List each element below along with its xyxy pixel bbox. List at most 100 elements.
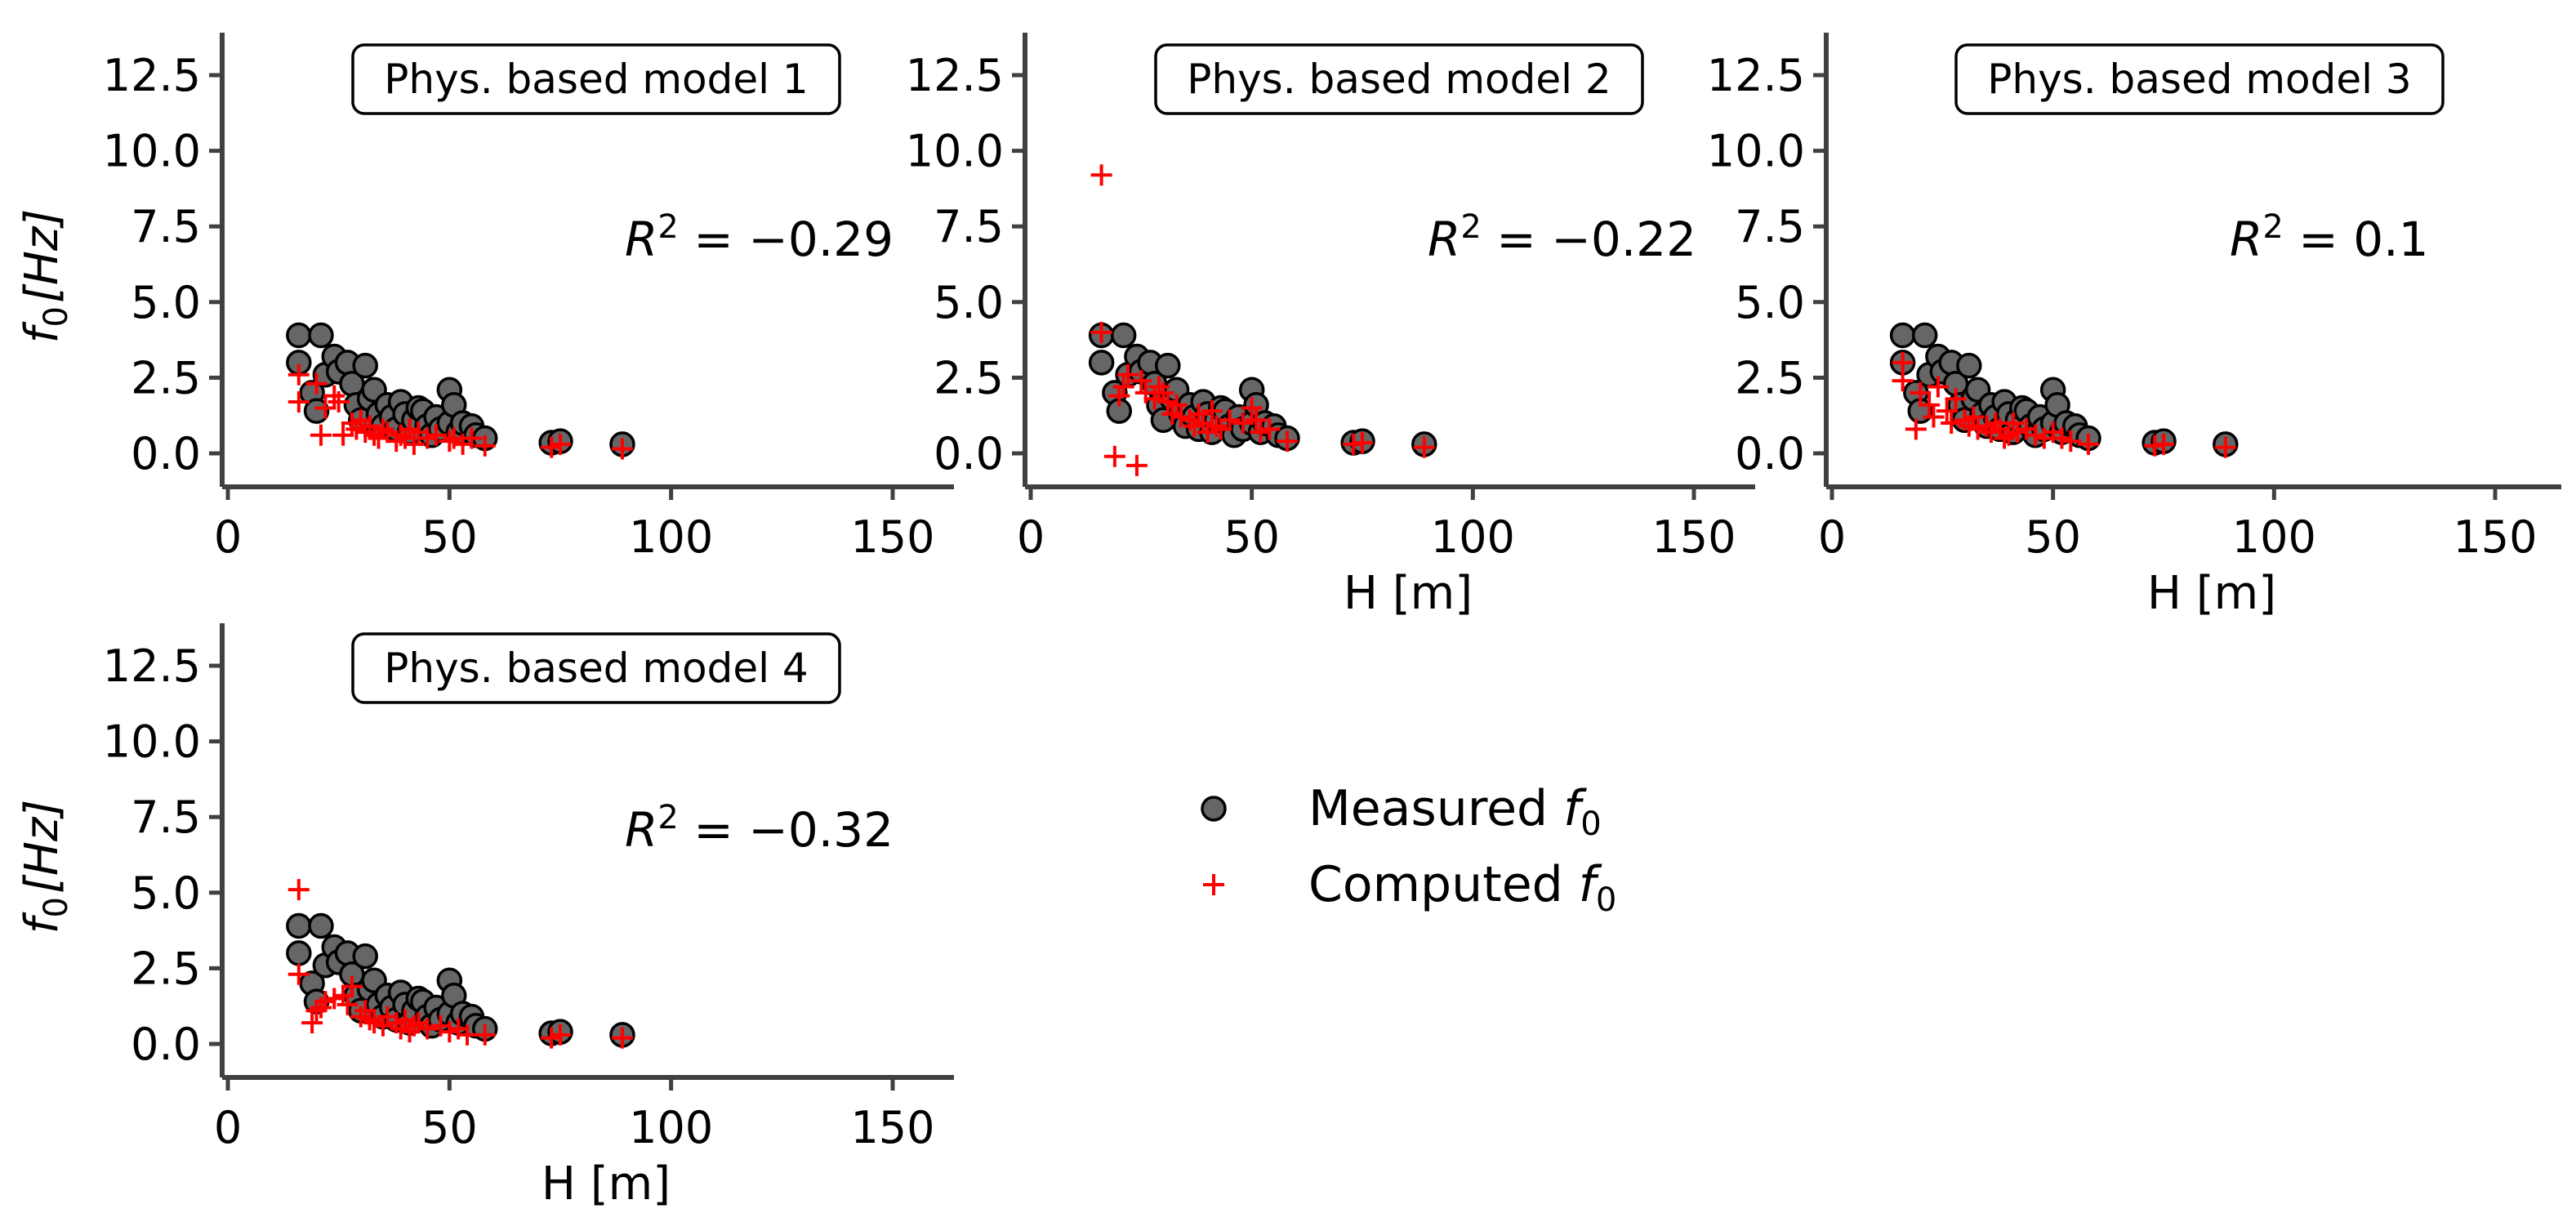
computed-point (359, 415, 381, 437)
legend-label-sub: 0 (1580, 805, 1601, 843)
computed-point (474, 1024, 496, 1046)
computed-point (1967, 418, 1989, 440)
x-tick-label: 100 (1431, 511, 1515, 563)
measured-point (1911, 322, 1938, 349)
computed-point (1112, 376, 1134, 398)
y-tick-label: 2.5 (934, 352, 1004, 404)
computed-point (1157, 391, 1179, 413)
computed-point (541, 1027, 563, 1049)
computed-point (305, 372, 328, 395)
y-tick-label: 10.0 (1707, 126, 1805, 177)
y-tick-label: 10.0 (103, 126, 201, 177)
y-tick-label: 12.5 (1707, 50, 1805, 101)
y-tick-label: 0.0 (1735, 428, 1805, 479)
computed-point (287, 391, 310, 413)
y-label-unit: [Hz] (16, 209, 69, 303)
x-axis-label: H [m] (541, 1157, 671, 1211)
y-tick-label: 7.5 (131, 792, 201, 843)
computed-point (336, 993, 359, 1015)
computed-point (287, 364, 310, 386)
panel-title-box (1954, 43, 2445, 115)
r2-eq: = (679, 802, 748, 858)
computed-point (1192, 412, 1214, 434)
panel-title: Phys. based model 2 (1187, 56, 1611, 103)
x-tick-label: 150 (850, 511, 934, 563)
computed-point (1206, 415, 1228, 437)
r2-eq: = (2284, 212, 2353, 267)
measured-point (308, 322, 334, 349)
y-tick-label: 12.5 (906, 50, 1004, 101)
measured-point (352, 943, 378, 970)
computed-point (359, 1009, 381, 1031)
computed-point (314, 397, 336, 419)
r2-eq: = (679, 212, 748, 267)
legend-label: Measured f0 (1308, 780, 1602, 843)
computed-point (1994, 427, 2016, 449)
computed-point (541, 436, 563, 458)
y-tick-label: 7.5 (131, 201, 201, 252)
r2-sup: 2 (1460, 208, 1481, 246)
computed-point (1905, 418, 1927, 440)
computed-point (287, 879, 310, 901)
y-tick-label: 2.5 (1735, 352, 1805, 404)
r2-sup: 2 (657, 208, 678, 246)
computed-point (1232, 412, 1254, 434)
computed-point (1892, 351, 1914, 373)
computed-point (1161, 403, 1183, 425)
computed-point (1910, 381, 1932, 404)
r2-value: −0.32 (748, 802, 894, 858)
y-tick-label: 7.5 (934, 201, 1004, 252)
x-tick-label: 50 (421, 511, 478, 563)
computed-point (2002, 412, 2024, 434)
y-tick-label: 0.0 (131, 1019, 201, 1070)
computed-point (301, 1012, 323, 1034)
computed-point (1936, 400, 1958, 422)
r2-letter: R (1428, 212, 1460, 267)
computed-point (2025, 424, 2047, 446)
measured-point (286, 322, 312, 349)
y-tick-label: 10.0 (103, 716, 201, 768)
computed-point (1980, 421, 2002, 444)
y-tick-label: 5.0 (934, 277, 1004, 328)
computed-point (457, 1024, 479, 1046)
computed-point (345, 418, 368, 440)
r2-value: −0.22 (1551, 212, 1696, 267)
panel-title-box (351, 632, 841, 704)
computed-point (354, 1000, 377, 1022)
r2-value: −0.29 (748, 212, 894, 267)
panel-title: Phys. based model 4 (384, 644, 808, 692)
computed-point (323, 988, 345, 1010)
y-tick-label: 7.5 (1735, 201, 1805, 252)
panel-title: Phys. based model 3 (1987, 56, 2411, 103)
computed-point (1919, 394, 1941, 416)
x-tick-label: 0 (1818, 511, 1846, 563)
computed-point (328, 391, 350, 413)
y-label-sub: 0 (38, 897, 75, 917)
computed-point (1090, 321, 1112, 343)
computed-point (426, 424, 448, 446)
legend-label-text: Measured (1308, 780, 1563, 837)
computed-point (417, 1018, 439, 1040)
measured-point (1088, 350, 1115, 376)
panel-title: Phys. based model 1 (384, 56, 808, 103)
computed-point (611, 1027, 633, 1049)
x-tick-label: 150 (850, 1102, 934, 1153)
measured-point (1889, 322, 1916, 349)
measured-point (286, 912, 312, 939)
computed-point (1152, 381, 1174, 404)
computed-point (403, 1015, 425, 1037)
computed-point (2214, 436, 2236, 458)
computed-point (1183, 415, 1206, 437)
r2-sup: 2 (657, 799, 678, 836)
x-tick-label: 150 (1651, 511, 1736, 563)
y-tick-label: 2.5 (131, 943, 201, 994)
legend-label-sub: 0 (1596, 881, 1616, 919)
computed-point (1927, 376, 1949, 398)
r2-letter: R (2230, 212, 2262, 267)
legend-label-text: Computed (1308, 856, 1579, 913)
y-label-sub: 0 (38, 306, 75, 327)
x-axis-label: H [m] (1344, 567, 1473, 620)
computed-point (417, 427, 439, 449)
